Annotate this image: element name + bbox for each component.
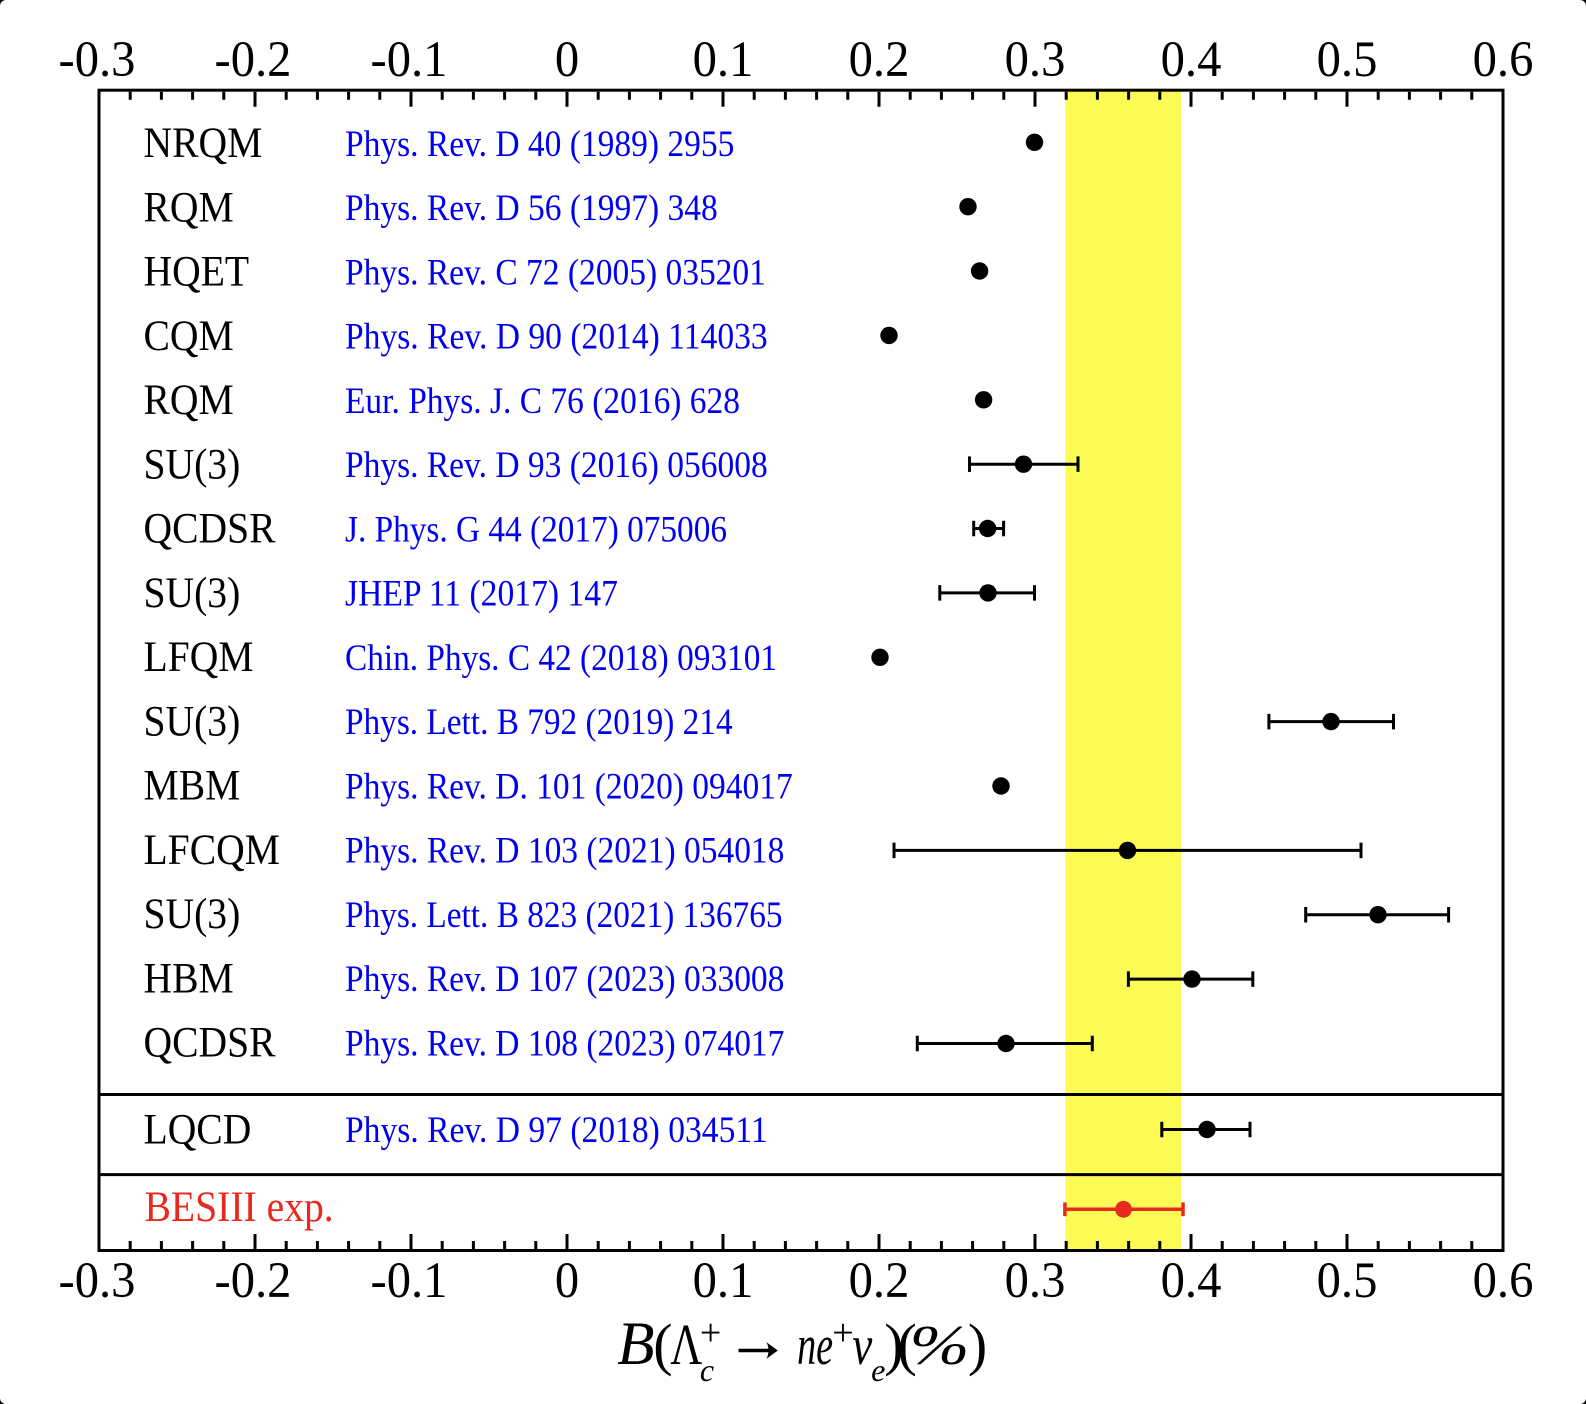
svg-text:0: 0 xyxy=(555,1253,579,1309)
svg-text:Phys. Rev. D 107 (2023) 033008: Phys. Rev. D 107 (2023) 033008 xyxy=(345,959,784,1000)
svg-text:HQET: HQET xyxy=(144,249,250,296)
svg-text:Λ: Λ xyxy=(670,1312,702,1377)
svg-text:Phys. Rev. C 72 (2005) 035201: Phys. Rev. C 72 (2005) 035201 xyxy=(345,252,766,293)
svg-text:Phys. Rev. D 103 (2021) 054018: Phys. Rev. D 103 (2021) 054018 xyxy=(345,831,784,872)
svg-text:e: e xyxy=(871,1352,885,1388)
svg-text:RQM: RQM xyxy=(144,184,234,231)
svg-text:Eur. Phys. J. C 76 (2016) 628: Eur. Phys. J. C 76 (2016) 628 xyxy=(345,381,740,422)
svg-text:ne: ne xyxy=(797,1315,833,1377)
svg-text:-0.1: -0.1 xyxy=(371,32,448,88)
svg-text:HBM: HBM xyxy=(144,956,234,1003)
svg-text:-0.1: -0.1 xyxy=(371,1253,448,1309)
svg-text:0: 0 xyxy=(555,32,579,88)
svg-text:(: ( xyxy=(898,1312,917,1377)
svg-text:0.4: 0.4 xyxy=(1161,1253,1222,1309)
svg-text:SU(3): SU(3) xyxy=(144,891,241,938)
svg-text:JHEP 11 (2017) 147: JHEP 11 (2017) 147 xyxy=(345,574,618,615)
svg-text:Chin. Phys. C 42 (2018) 093101: Chin. Phys. C 42 (2018) 093101 xyxy=(345,638,777,679)
svg-text:+: + xyxy=(700,1312,721,1354)
svg-text:0.3: 0.3 xyxy=(1005,1253,1066,1309)
svg-text:RQM: RQM xyxy=(144,377,234,424)
svg-text:NRQM: NRQM xyxy=(144,120,263,167)
svg-text:CQM: CQM xyxy=(144,313,234,360)
svg-text:J. Phys. G 44 (2017) 075006: J. Phys. G 44 (2017) 075006 xyxy=(345,509,727,550)
svg-text:c: c xyxy=(700,1352,714,1388)
svg-text:): ) xyxy=(968,1312,987,1377)
svg-text:Phys. Rev. D 93 (2016) 056008: Phys. Rev. D 93 (2016) 056008 xyxy=(345,445,768,486)
svg-text:0.2: 0.2 xyxy=(849,32,910,88)
svg-text:ν: ν xyxy=(852,1315,872,1377)
svg-text:Phys. Rev. D 97 (2018) 034511: Phys. Rev. D 97 (2018) 034511 xyxy=(345,1110,768,1151)
svg-text:QCDSR: QCDSR xyxy=(144,1020,276,1067)
svg-text:0.6: 0.6 xyxy=(1473,1253,1534,1309)
svg-text:Phys. Lett. B 823 (2021) 13676: Phys. Lett. B 823 (2021) 136765 xyxy=(345,895,783,936)
svg-text:QCDSR: QCDSR xyxy=(144,506,276,553)
svg-text:Phys. Rev. D 108 (2023) 074017: Phys. Rev. D 108 (2023) 074017 xyxy=(345,1023,784,1064)
svg-text:-0.3: -0.3 xyxy=(59,1253,136,1309)
svg-text:(: ( xyxy=(653,1312,672,1377)
svg-text:-0.3: -0.3 xyxy=(59,32,136,88)
svg-text:0.6: 0.6 xyxy=(1473,32,1534,88)
svg-text:B: B xyxy=(617,1311,654,1378)
svg-text:BESIII exp.: BESIII exp. xyxy=(145,1184,334,1231)
svg-text:0.1: 0.1 xyxy=(693,1253,754,1309)
svg-text:): ) xyxy=(884,1312,903,1377)
svg-text:0.5: 0.5 xyxy=(1317,1253,1378,1309)
svg-text:-0.2: -0.2 xyxy=(215,1253,292,1309)
svg-text:SU(3): SU(3) xyxy=(144,699,241,746)
svg-text:-0.2: -0.2 xyxy=(215,32,292,88)
svg-text:Phys. Rev. D 56 (1997) 348: Phys. Rev. D 56 (1997) 348 xyxy=(345,188,718,229)
svg-text:LFQM: LFQM xyxy=(144,634,254,681)
svg-text:+: + xyxy=(832,1312,853,1354)
svg-text:0.5: 0.5 xyxy=(1317,32,1378,88)
svg-text:Phys. Rev. D 40 (1989) 2955: Phys. Rev. D 40 (1989) 2955 xyxy=(345,124,734,165)
svg-text:0.1: 0.1 xyxy=(693,32,754,88)
svg-text:Phys. Lett. B 792 (2019) 214: Phys. Lett. B 792 (2019) 214 xyxy=(345,702,733,743)
svg-text:SU(3): SU(3) xyxy=(144,570,241,617)
svg-text:%: % xyxy=(910,1315,970,1377)
svg-text:Phys. Rev. D. 101 (2020) 09401: Phys. Rev. D. 101 (2020) 094017 xyxy=(345,766,793,807)
svg-text:SU(3): SU(3) xyxy=(144,441,241,488)
svg-text:MBM: MBM xyxy=(144,763,241,810)
svg-text:LQCD: LQCD xyxy=(144,1106,252,1153)
svg-text:LFCQM: LFCQM xyxy=(144,827,280,874)
svg-text:0.4: 0.4 xyxy=(1161,32,1222,88)
svg-text:0.2: 0.2 xyxy=(849,1253,910,1309)
svg-text:Phys. Rev. D 90 (2014) 114033: Phys. Rev. D 90 (2014) 114033 xyxy=(345,317,768,358)
svg-text:0.3: 0.3 xyxy=(1005,32,1066,88)
